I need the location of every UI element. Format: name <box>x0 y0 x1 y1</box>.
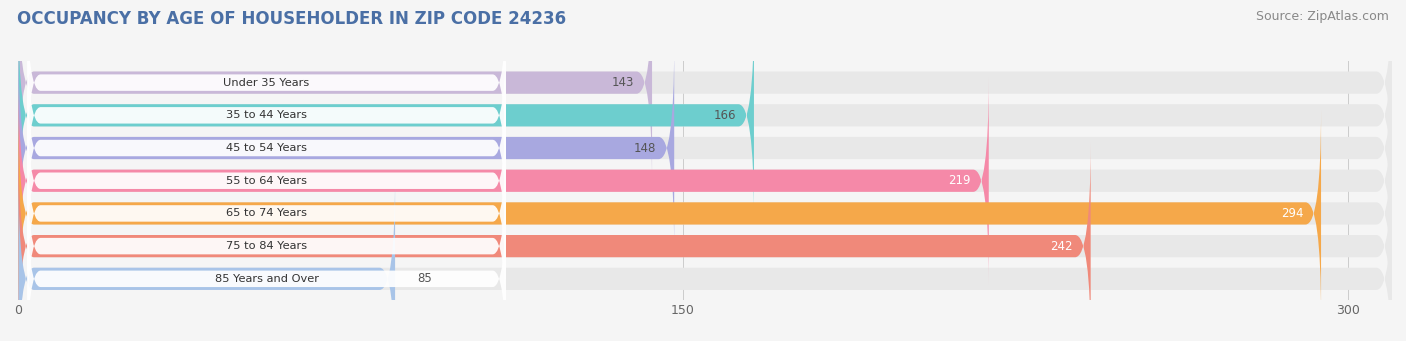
Text: Under 35 Years: Under 35 Years <box>224 78 309 88</box>
FancyBboxPatch shape <box>18 110 1392 317</box>
Text: 242: 242 <box>1050 240 1073 253</box>
Text: 75 to 84 Years: 75 to 84 Years <box>226 241 307 251</box>
FancyBboxPatch shape <box>27 92 506 270</box>
Text: 85 Years and Over: 85 Years and Over <box>215 274 319 284</box>
Text: 294: 294 <box>1281 207 1303 220</box>
FancyBboxPatch shape <box>18 45 1392 251</box>
FancyBboxPatch shape <box>18 176 1392 341</box>
Text: 55 to 64 Years: 55 to 64 Years <box>226 176 307 186</box>
FancyBboxPatch shape <box>18 77 988 284</box>
FancyBboxPatch shape <box>18 12 1392 219</box>
FancyBboxPatch shape <box>18 45 675 251</box>
FancyBboxPatch shape <box>18 176 395 341</box>
FancyBboxPatch shape <box>27 157 506 335</box>
FancyBboxPatch shape <box>27 26 506 204</box>
FancyBboxPatch shape <box>18 12 754 219</box>
Text: OCCUPANCY BY AGE OF HOUSEHOLDER IN ZIP CODE 24236: OCCUPANCY BY AGE OF HOUSEHOLDER IN ZIP C… <box>17 10 567 28</box>
Text: 85: 85 <box>418 272 432 285</box>
Text: 148: 148 <box>634 142 657 154</box>
FancyBboxPatch shape <box>18 0 1392 186</box>
FancyBboxPatch shape <box>27 0 506 172</box>
Text: 219: 219 <box>949 174 972 187</box>
FancyBboxPatch shape <box>18 143 1392 341</box>
Text: Source: ZipAtlas.com: Source: ZipAtlas.com <box>1256 10 1389 23</box>
Text: 65 to 74 Years: 65 to 74 Years <box>226 208 307 219</box>
FancyBboxPatch shape <box>18 143 1091 341</box>
FancyBboxPatch shape <box>27 190 506 341</box>
FancyBboxPatch shape <box>18 77 1392 284</box>
Text: 35 to 44 Years: 35 to 44 Years <box>226 110 307 120</box>
FancyBboxPatch shape <box>27 124 506 302</box>
Text: 143: 143 <box>612 76 634 89</box>
Text: 166: 166 <box>714 109 737 122</box>
FancyBboxPatch shape <box>18 0 652 186</box>
FancyBboxPatch shape <box>27 59 506 237</box>
FancyBboxPatch shape <box>18 110 1322 317</box>
Text: 45 to 54 Years: 45 to 54 Years <box>226 143 307 153</box>
